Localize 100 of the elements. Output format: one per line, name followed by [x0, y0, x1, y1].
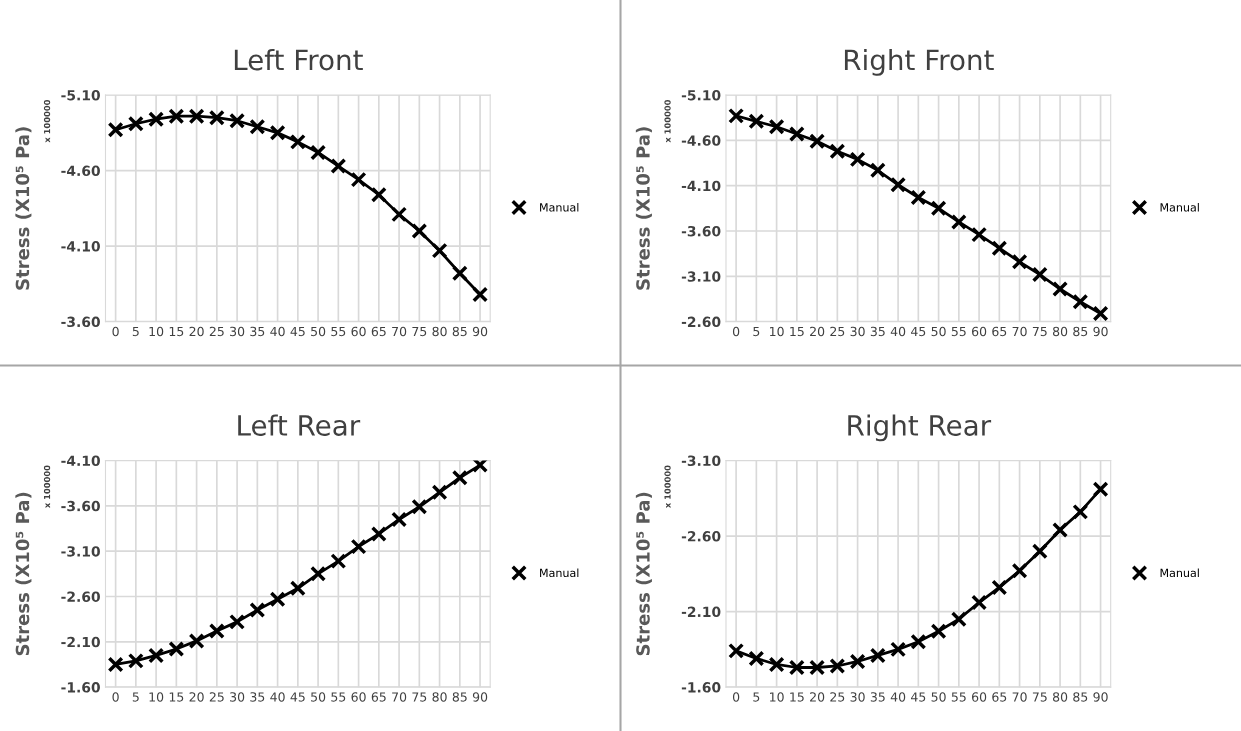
point — [1011, 253, 1028, 270]
point — [249, 118, 266, 135]
x-tick-label: 15 — [169, 326, 184, 337]
point — [391, 511, 408, 528]
y-tick-label: -4.10 — [61, 455, 100, 466]
x-tick-label: 85 — [452, 326, 467, 337]
x-tick-label: 0 — [732, 692, 740, 702]
x-tick-label: 45 — [911, 692, 926, 702]
point — [768, 656, 785, 673]
x-tick-label: 40 — [270, 326, 285, 337]
point — [1072, 293, 1089, 310]
x-tick-label: 55 — [331, 326, 346, 337]
y-tick-label: -5.10 — [61, 90, 100, 101]
point — [208, 109, 225, 126]
x-tick-label: 85 — [1073, 326, 1088, 337]
point — [1052, 522, 1069, 539]
x-tick-label: 50 — [931, 692, 946, 702]
point — [829, 143, 846, 160]
point — [971, 226, 988, 243]
x-tick-label: 70 — [392, 326, 407, 337]
point — [748, 113, 765, 130]
x-tick-label: 75 — [1032, 326, 1047, 337]
x-tick-label: 60 — [351, 326, 366, 337]
point — [431, 242, 448, 259]
x-tick-label: 80 — [432, 326, 447, 337]
y-tick-label: -2.60 — [61, 591, 100, 602]
x-tick-label: 10 — [770, 692, 784, 702]
x-tick-label: 10 — [770, 326, 784, 337]
point — [1072, 503, 1089, 520]
chart-title: Right Rear — [848, 414, 992, 442]
x-tick-label: 30 — [850, 692, 865, 702]
point — [370, 525, 387, 542]
chart-title: Left Rear — [238, 414, 361, 436]
point — [148, 111, 165, 128]
y-axis-title: Stress (X10⁵ Pa) — [635, 492, 652, 656]
legend-label: Manual — [540, 202, 579, 212]
x-tick-label: 50 — [311, 326, 326, 337]
point — [229, 112, 246, 129]
point — [869, 162, 886, 179]
point — [188, 108, 205, 125]
y-tick-label: -3.10 — [681, 271, 721, 282]
point — [1031, 543, 1048, 560]
x-tick-label: 45 — [290, 326, 305, 337]
point — [1031, 266, 1048, 283]
chart-title: Right Front — [844, 48, 994, 76]
x-tick-label: 40 — [890, 326, 906, 337]
x-tick-label: 5 — [753, 326, 760, 337]
point — [411, 498, 428, 515]
chart-title: Left Front — [234, 48, 363, 71]
x-tick-label: 50 — [931, 326, 946, 337]
point — [350, 538, 367, 555]
point — [289, 580, 306, 597]
point — [370, 186, 387, 203]
x-tick-label: 55 — [951, 326, 966, 337]
x-tick-label: 60 — [972, 326, 987, 337]
y-tick-label: -4.10 — [61, 241, 100, 252]
y-tick-label: -5.10 — [681, 90, 721, 101]
point — [249, 602, 266, 619]
point — [1011, 562, 1028, 579]
text: x 100000 — [664, 99, 671, 143]
legend-label: Manual — [1160, 568, 1199, 578]
point — [849, 151, 866, 168]
x-tick-label: 80 — [1052, 692, 1068, 702]
x-tick-label: 5 — [753, 692, 760, 702]
x-tick-label: 15 — [790, 326, 804, 337]
x-tick-label: 5 — [132, 692, 139, 702]
x-tick-label: 40 — [890, 692, 906, 702]
point — [431, 484, 448, 501]
point — [391, 206, 408, 223]
x-tick-label: 75 — [412, 692, 427, 702]
y-tick-label: -2.60 — [681, 531, 721, 542]
text: x 100000 — [664, 465, 671, 508]
x-tick-label: 65 — [371, 326, 386, 337]
x-tick-label: 45 — [911, 326, 926, 337]
point — [910, 633, 927, 650]
point — [829, 658, 846, 674]
x-tick-label: 20 — [810, 326, 825, 337]
y-tick-label: -3.60 — [61, 316, 100, 328]
point — [930, 200, 947, 217]
text: x 100000 — [43, 465, 51, 508]
y-tick-label: -2.10 — [61, 636, 100, 648]
x-tick-label: 20 — [810, 692, 825, 702]
point — [310, 565, 327, 582]
x-tick-label: 10 — [149, 692, 164, 702]
point — [168, 108, 185, 125]
x-tick-label: 85 — [1073, 692, 1088, 702]
point — [1052, 281, 1069, 297]
point — [411, 223, 428, 239]
point — [127, 652, 144, 669]
point — [849, 653, 866, 670]
x-tick-label: 10 — [149, 326, 164, 337]
x-tick-label: 85 — [452, 692, 467, 702]
y-axis-title: Stress (X10⁵ Pa) — [15, 127, 32, 290]
point — [728, 642, 745, 659]
x-tick-label: 25 — [830, 692, 845, 702]
text: x 100000 — [43, 99, 51, 143]
x-tick-label: 80 — [1052, 326, 1068, 337]
point — [107, 656, 124, 673]
x-tick-label: 15 — [790, 692, 804, 702]
x-tick-label: 70 — [392, 692, 407, 702]
